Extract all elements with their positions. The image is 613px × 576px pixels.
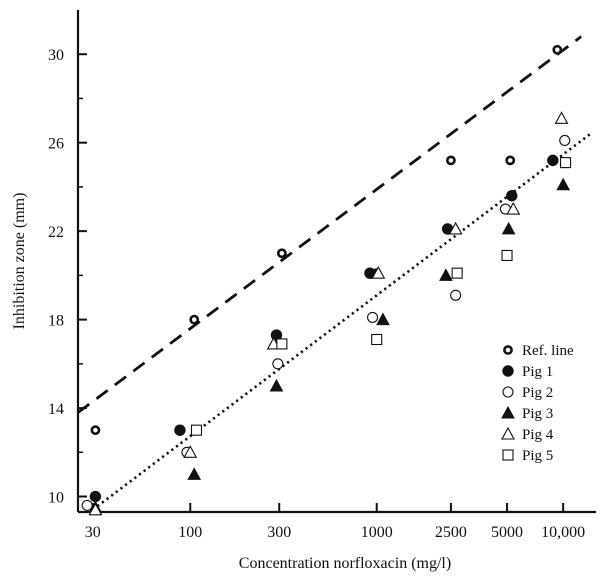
series-3 xyxy=(88,177,571,514)
data-point xyxy=(189,314,200,325)
legend-label: Ref. line xyxy=(522,343,574,359)
x-tick-label: 5000 xyxy=(491,524,523,541)
legend-label: Pig 3 xyxy=(522,406,553,422)
x-tick-label: 30 xyxy=(85,524,101,541)
dashed-fit-line xyxy=(77,35,583,414)
data-point xyxy=(560,157,572,169)
data-point xyxy=(90,425,101,436)
data-point xyxy=(448,221,463,235)
data-point xyxy=(183,445,198,458)
data-point xyxy=(276,338,288,350)
legend-marker xyxy=(502,386,514,398)
data-point xyxy=(367,311,379,323)
legend-label: Pig 2 xyxy=(522,385,553,401)
legend: Ref. line Pig 1 Pig 2 Pig 3 Pig 4 Pig 5 xyxy=(501,343,574,464)
data-point xyxy=(547,154,559,167)
data-point xyxy=(446,155,456,166)
y-tick-label: 30 xyxy=(48,47,64,64)
data-point xyxy=(269,378,284,392)
data-point xyxy=(505,155,516,166)
data-point xyxy=(451,267,463,279)
data-point xyxy=(174,424,186,436)
data-point xyxy=(554,111,569,124)
data-point xyxy=(559,134,571,147)
legend-marker xyxy=(502,365,514,377)
y-tick-label: 18 xyxy=(48,313,64,330)
series-4 xyxy=(88,111,569,516)
data-point xyxy=(450,289,462,301)
data-point xyxy=(439,268,453,281)
series-2 xyxy=(81,134,571,511)
dotted-fit-line xyxy=(91,132,592,511)
legend-marker xyxy=(501,426,515,440)
x-tick-label: 10,000 xyxy=(541,524,585,541)
fit-lines xyxy=(77,35,592,511)
x-tick-label: 2500 xyxy=(435,524,467,541)
data-point xyxy=(501,249,513,262)
x-tick-label: 300 xyxy=(267,524,291,541)
y-tick-label: 14 xyxy=(48,401,64,418)
legend-marker xyxy=(502,449,514,461)
legend-marker xyxy=(501,405,515,419)
data-point xyxy=(89,490,102,503)
legend-label: Pig 1 xyxy=(522,364,553,380)
data-point xyxy=(272,358,284,370)
axes: 10 14 18 22 26 30 30 100 300 1000 2500 5000 10,000 xyxy=(48,10,596,541)
data-point xyxy=(506,201,521,215)
data-point xyxy=(506,190,518,202)
data-point xyxy=(556,177,571,191)
series-5 xyxy=(190,157,572,436)
x-tick-label: 1000 xyxy=(361,524,393,541)
legend-marker xyxy=(503,345,513,355)
data-point xyxy=(88,502,103,516)
x-tick-label: 100 xyxy=(178,524,202,541)
series-1 xyxy=(89,154,559,503)
y-tick-label: 26 xyxy=(48,136,64,153)
data-point xyxy=(190,424,203,436)
y-tick-label: 22 xyxy=(48,224,64,241)
data-point xyxy=(501,221,516,235)
data-points xyxy=(81,44,572,516)
data-point xyxy=(371,266,386,279)
legend-label: Pig 4 xyxy=(522,427,554,443)
y-tick-label: 10 xyxy=(48,490,64,507)
data-point xyxy=(81,499,93,511)
legend-label: Pig 5 xyxy=(522,448,553,464)
y-axis-label: Inhibition zone (mm) xyxy=(11,193,28,330)
data-point xyxy=(376,312,390,326)
x-axis-label: Concentration norfloxacin (mg/l) xyxy=(239,555,451,572)
data-point xyxy=(276,248,287,259)
data-point xyxy=(371,333,383,346)
data-point xyxy=(187,467,202,480)
data-point xyxy=(552,44,563,55)
